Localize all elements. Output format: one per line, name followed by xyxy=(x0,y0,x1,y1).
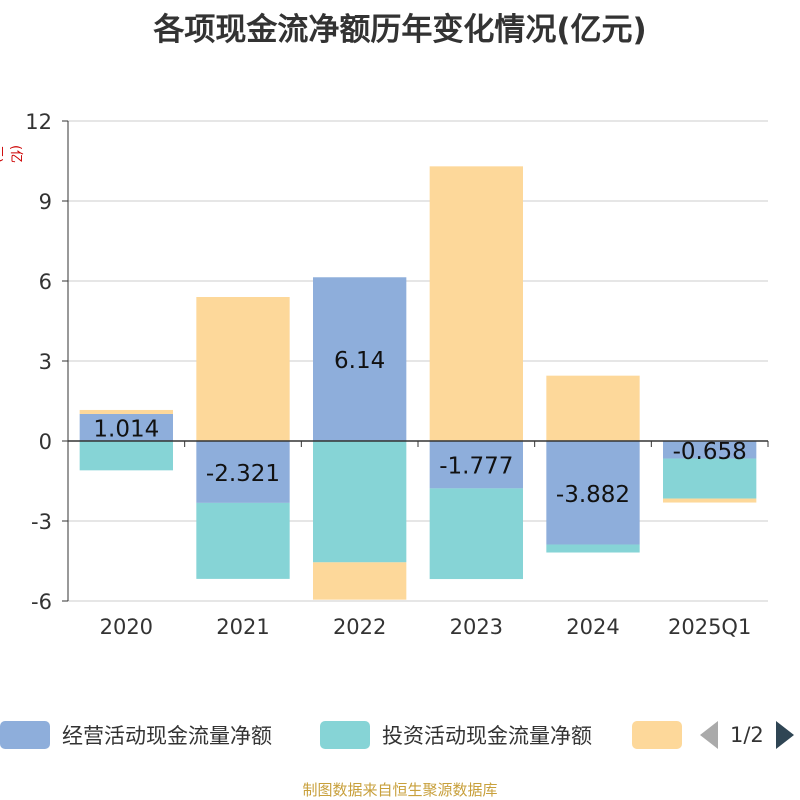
grid-layer xyxy=(68,120,768,602)
bar-financing-2021[interactable] xyxy=(196,297,290,441)
cashflow-chart: -6 -3 0 3 6 9 12 2020 2021 2022 2023 2024 2025Q1 1.0… xyxy=(25,110,769,639)
bar-financing-2025q1[interactable] xyxy=(663,498,757,503)
y-tick-label: 12 xyxy=(25,110,52,134)
bar-investing-2023[interactable] xyxy=(429,488,523,580)
legend-item-investing[interactable]: 投资活动现金流量净额 xyxy=(320,720,592,750)
x-tick-label: 2025Q1 xyxy=(668,615,751,639)
legend-pager: 1/2 xyxy=(700,720,794,750)
data-label: -1.777 xyxy=(439,454,513,480)
data-labels-layer: 1.014 -2.321 6.14 -1.777 -3.882 -0.658 xyxy=(93,348,746,508)
legend-item-operating[interactable]: 经营活动现金流量净额 xyxy=(0,720,272,750)
y-tick-label: -6 xyxy=(31,590,52,614)
y-tick-label: 9 xyxy=(39,190,52,214)
bar-investing-2024[interactable] xyxy=(546,544,640,553)
data-source-footer: 制图数据来自恒生聚源数据库 xyxy=(302,781,498,799)
bar-investing-2021[interactable] xyxy=(196,502,290,579)
y-tick-label: -3 xyxy=(31,510,52,534)
y-tick-label: 6 xyxy=(39,270,52,294)
legend-swatch-operating xyxy=(0,721,50,749)
legend-label-investing: 投资活动现金流量净额 xyxy=(382,724,592,748)
bar-operating-2023[interactable] xyxy=(429,441,523,489)
legend-swatch-financing xyxy=(632,721,682,749)
bar-operating-2022[interactable] xyxy=(313,277,407,441)
x-tick-label: 2023 xyxy=(450,615,503,639)
y-tick-label: 3 xyxy=(39,350,52,374)
x-tick-label: 2020 xyxy=(100,615,153,639)
legend: 经营活动现金流量净额 投资活动现金流量净额 1/2 xyxy=(0,716,800,754)
legend-prev-page-icon[interactable] xyxy=(700,721,718,749)
data-label: 1.014 xyxy=(93,416,159,442)
chart-title: 各项现金流净额历年变化情况(亿元) xyxy=(153,12,647,48)
bar-investing-2025q1[interactable] xyxy=(663,458,757,499)
bar-operating-2025q1[interactable] xyxy=(663,441,757,459)
bar-operating-2021[interactable] xyxy=(196,441,290,503)
axis-layer: -6 -3 0 3 6 9 12 2020 2021 2022 2023 2024 2025Q1 xyxy=(25,110,769,639)
data-label: 6.14 xyxy=(334,348,385,374)
bar-investing-2022[interactable] xyxy=(313,441,407,563)
y-tick-label: 0 xyxy=(39,430,52,454)
legend-page-indicator: 1/2 xyxy=(730,723,764,747)
data-label: -2.321 xyxy=(206,461,280,487)
x-tick-label: 2021 xyxy=(216,615,269,639)
x-tick-label: 2024 xyxy=(566,615,619,639)
x-tick-label: 2022 xyxy=(333,615,386,639)
bar-financing-2020[interactable] xyxy=(79,409,173,414)
bar-financing-2022[interactable] xyxy=(313,562,407,600)
bar-investing-2020[interactable] xyxy=(79,441,173,471)
bar-operating-2020[interactable] xyxy=(79,413,173,441)
legend-next-page-icon[interactable] xyxy=(775,721,794,749)
bar-financing-2024[interactable] xyxy=(546,375,640,441)
legend-swatch-investing xyxy=(320,721,370,749)
bar-operating-2024[interactable] xyxy=(546,441,640,545)
data-label: -0.658 xyxy=(673,439,747,465)
data-label: -3.882 xyxy=(556,482,630,508)
legend-item-financing[interactable] xyxy=(632,720,682,750)
legend-label-operating: 经营活动现金流量净额 xyxy=(62,724,272,748)
bars-layer xyxy=(79,166,757,600)
bar-financing-2023[interactable] xyxy=(429,166,523,442)
